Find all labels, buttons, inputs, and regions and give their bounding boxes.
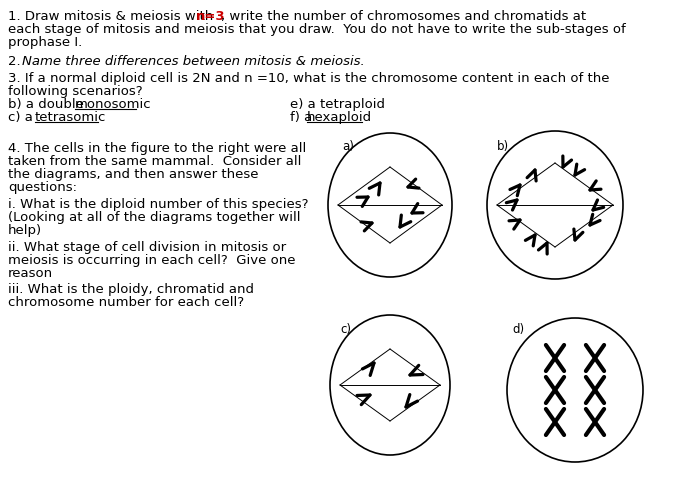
- Text: e) a tetraploid: e) a tetraploid: [290, 98, 385, 111]
- Text: chromosome number for each cell?: chromosome number for each cell?: [8, 296, 244, 309]
- Text: b) a double: b) a double: [8, 98, 88, 111]
- Text: 3. If a normal diploid cell is 2N and n =10, what is the chromosome content in e: 3. If a normal diploid cell is 2N and n …: [8, 72, 610, 85]
- Text: reason: reason: [8, 267, 53, 280]
- Text: a): a): [342, 140, 354, 153]
- Text: prophase I.: prophase I.: [8, 36, 82, 49]
- Text: each stage of mitosis and meiosis that you draw.  You do not have to write the s: each stage of mitosis and meiosis that y…: [8, 23, 626, 36]
- Text: d): d): [512, 323, 524, 336]
- Text: taken from the same mammal.  Consider all: taken from the same mammal. Consider all: [8, 155, 301, 168]
- Text: (Looking at all of the diagrams together will: (Looking at all of the diagrams together…: [8, 211, 300, 224]
- Text: 1. Draw mitosis & meiosis with: 1. Draw mitosis & meiosis with: [8, 10, 217, 23]
- Text: i. What is the diploid number of this species?: i. What is the diploid number of this sp…: [8, 198, 308, 211]
- Text: 2.: 2.: [8, 55, 25, 68]
- Text: Name three differences between mitosis & meiosis.: Name three differences between mitosis &…: [22, 55, 364, 68]
- Text: 4. The cells in the figure to the right were all: 4. The cells in the figure to the right …: [8, 142, 306, 155]
- Text: questions:: questions:: [8, 181, 77, 194]
- Text: hexaploid: hexaploid: [307, 111, 372, 124]
- Text: meiosis is occurring in each cell?  Give one: meiosis is occurring in each cell? Give …: [8, 254, 296, 267]
- Text: , write the number of chromosomes and chromatids at: , write the number of chromosomes and ch…: [221, 10, 586, 23]
- Text: c) a: c) a: [8, 111, 37, 124]
- Text: help): help): [8, 224, 42, 237]
- Text: b): b): [497, 140, 509, 153]
- Text: tetrasomic: tetrasomic: [35, 111, 107, 124]
- Text: n=3: n=3: [196, 10, 225, 23]
- Text: iii. What is the ploidy, chromatid and: iii. What is the ploidy, chromatid and: [8, 283, 254, 296]
- Text: the diagrams, and then answer these: the diagrams, and then answer these: [8, 168, 259, 181]
- Text: ii. What stage of cell division in mitosis or: ii. What stage of cell division in mitos…: [8, 241, 286, 254]
- Text: c): c): [340, 323, 351, 336]
- Text: following scenarios?: following scenarios?: [8, 85, 142, 98]
- Text: f) a: f) a: [290, 111, 317, 124]
- Text: monosomic: monosomic: [75, 98, 152, 111]
